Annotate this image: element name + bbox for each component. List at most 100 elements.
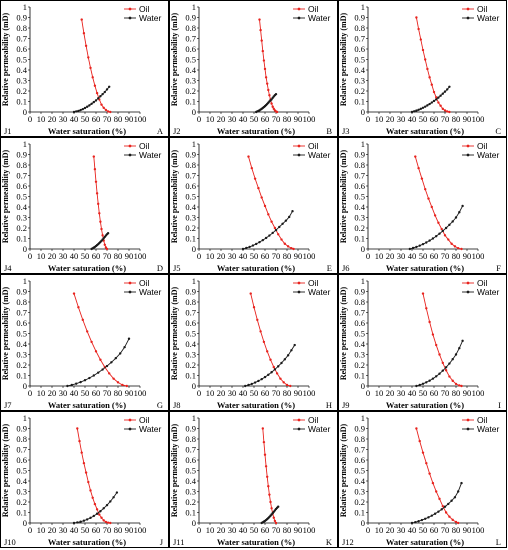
- oil-data-point: [268, 94, 271, 97]
- water-data-point: [428, 379, 431, 382]
- oil-data-point: [418, 439, 421, 443]
- oil-data-point: [101, 234, 104, 237]
- y-tick-label: 0.7: [354, 308, 365, 318]
- water-data-point: [97, 97, 100, 100]
- y-tick-label: 0.7: [185, 171, 196, 181]
- y-tick-label: 0.6: [16, 455, 27, 465]
- oil-data-point: [270, 507, 273, 510]
- y-tick-label: 0.4: [354, 65, 365, 75]
- oil-data-point: [286, 245, 290, 248]
- y-tick-label: 1: [23, 2, 27, 12]
- x-tick-label: 10: [375, 388, 384, 398]
- y-tick-label: 0.2: [354, 86, 365, 96]
- oil-data-point: [99, 358, 102, 361]
- oil-data-point: [82, 32, 86, 35]
- legend-water-label: Water: [477, 13, 500, 23]
- water-data-point: [75, 382, 78, 385]
- water-data-point: [271, 231, 274, 235]
- water-data-point: [415, 245, 418, 249]
- oil-series-line: [259, 19, 278, 113]
- x-tick-label: 10: [206, 388, 215, 398]
- panel-letter: E: [327, 263, 332, 273]
- x-tick-label: 90: [463, 388, 472, 398]
- water-data-point: [410, 521, 414, 525]
- y-tick-label: 0.4: [185, 202, 196, 212]
- water-data-point: [79, 520, 82, 523]
- water-data-point: [457, 490, 460, 493]
- water-data-point: [103, 90, 107, 94]
- water-data-point: [421, 106, 425, 110]
- legend-water-marker: [466, 153, 470, 157]
- water-data-point: [89, 516, 92, 520]
- y-tick-label: 1: [192, 276, 196, 286]
- y-tick-label: 0.7: [354, 34, 365, 44]
- y-tick-label: 0.9: [185, 287, 196, 297]
- panel-border: [338, 137, 507, 274]
- oil-data-point: [437, 101, 440, 104]
- oil-data-point: [285, 383, 289, 387]
- oil-data-point: [271, 105, 274, 108]
- water-data-point: [72, 110, 76, 114]
- oil-data-point: [260, 39, 263, 42]
- y-tick-label: 0.4: [185, 476, 196, 486]
- chart-panel-l: 0 10 20 30 40 50 60 70 80 90 10000.10.20.30.40.50.…: [338, 411, 507, 548]
- x-tick-label: 90: [463, 525, 472, 535]
- oil-data-point: [92, 155, 96, 158]
- y-tick-label: 0.8: [354, 434, 365, 444]
- oil-data-point: [81, 318, 85, 322]
- y-axis-label: Relative permeability (mD): [1, 150, 10, 244]
- oil-data-point: [460, 384, 463, 388]
- chart-panel-c: 0 10 20 30 40 50 60 70 80 90 10000.10.20.30.40.50.…: [338, 0, 507, 137]
- x-tick-label: 40: [408, 114, 417, 124]
- legend-oil-label: Oil: [477, 278, 488, 288]
- water-data-point: [288, 215, 291, 219]
- x-tick-label: 80: [452, 525, 461, 535]
- oil-data-point: [100, 227, 103, 231]
- y-tick-label: 0.8: [354, 297, 365, 307]
- water-data-point: [75, 110, 78, 113]
- x-tick-label: 30: [397, 388, 406, 398]
- x-tick-label: 60: [261, 388, 270, 398]
- oil-data-point: [98, 513, 101, 516]
- x-tick-label: 60: [261, 251, 270, 261]
- x-tick-label: 100: [134, 114, 147, 124]
- water-data-point: [81, 107, 85, 111]
- x-axis-label: Water saturation (%): [48, 400, 126, 410]
- panel-letter: J: [160, 537, 164, 547]
- water-data-point: [109, 500, 112, 503]
- water-data-point: [95, 512, 99, 515]
- legend-oil-label: Oil: [308, 415, 319, 425]
- x-tick-label: 20: [386, 388, 395, 398]
- x-tick-label: 80: [283, 525, 292, 535]
- x-tick-label: 40: [70, 525, 79, 535]
- water-data-point: [83, 379, 87, 382]
- y-tick-label: 0.8: [354, 160, 365, 170]
- water-data-point: [248, 245, 251, 249]
- y-tick-label: 0.6: [354, 44, 365, 54]
- oil-data-point: [266, 475, 269, 478]
- legend-water-label: Water: [477, 287, 500, 297]
- water-data-point: [437, 510, 440, 513]
- x-tick-label: 50: [250, 114, 259, 124]
- x-tick-label: 40: [70, 388, 79, 398]
- oil-data-point: [272, 516, 275, 519]
- oil-series-line: [415, 17, 450, 113]
- water-data-point: [458, 347, 461, 350]
- y-tick-label: 0.7: [16, 445, 27, 455]
- y-tick-label: 0.3: [354, 487, 365, 497]
- oil-data-point: [431, 333, 435, 336]
- y-tick-label: 0.3: [185, 487, 196, 497]
- y-axis-label: Relative permeability (mD): [339, 287, 348, 381]
- oil-data-point: [292, 247, 295, 251]
- oil-data-point: [421, 451, 425, 454]
- x-tick-label: 90: [125, 388, 134, 398]
- oil-data-point: [109, 521, 112, 525]
- y-tick-label: 0.3: [185, 350, 196, 360]
- panel-border: [169, 274, 338, 411]
- oil-data-point: [91, 76, 94, 79]
- x-tick-label: 30: [228, 525, 237, 535]
- oil-data-point: [260, 196, 263, 199]
- water-data-point: [99, 510, 102, 513]
